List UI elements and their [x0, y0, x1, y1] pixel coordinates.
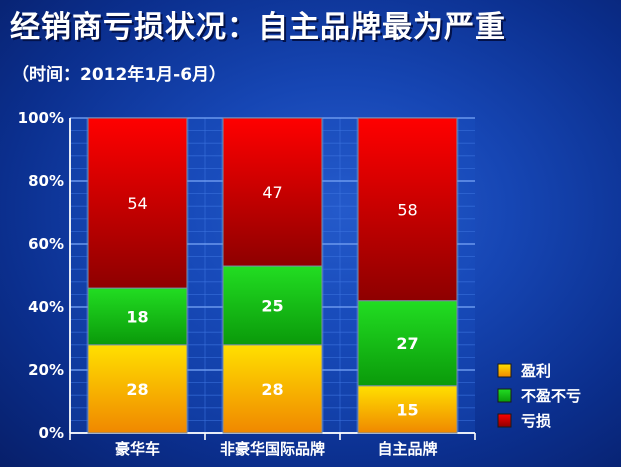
y-tick-label: 0%: [39, 424, 64, 442]
data-label: 47: [262, 183, 282, 202]
legend-label: 不盈不亏: [521, 387, 581, 405]
data-label: 28: [126, 380, 148, 399]
bar-segment: [222, 344, 323, 434]
data-label: 27: [396, 334, 418, 353]
legend-swatch: [497, 413, 512, 428]
chart-subtitle: （时间：2012年1月-6月）: [12, 65, 227, 85]
bar-segment: [357, 385, 458, 434]
legend-label: 亏损: [521, 412, 551, 430]
bar-segment: [357, 117, 458, 302]
y-tick-label: 80%: [28, 172, 64, 190]
data-label: 15: [396, 400, 418, 419]
data-label: 54: [127, 194, 147, 213]
category-label: 自主品牌: [377, 440, 437, 458]
bar-segment: [357, 300, 458, 387]
data-labels: 28 18 54 28 25 47 15 27 58: [126, 183, 418, 419]
bars: [87, 117, 458, 434]
y-tick-label: 60%: [28, 235, 64, 253]
bar-segment: [87, 344, 188, 434]
category-label: 非豪华国际品牌: [220, 440, 325, 458]
legend-label: 盈利: [520, 362, 551, 380]
bar-segment: [87, 287, 188, 346]
y-tick-label: 100%: [18, 109, 64, 127]
data-label: 18: [126, 307, 148, 326]
y-tick-label: 20%: [28, 361, 64, 379]
bar-segment: [87, 117, 188, 289]
bar-segment: [222, 265, 323, 346]
data-label: 25: [261, 296, 283, 315]
data-label: 58: [397, 200, 417, 219]
bar-segment: [222, 117, 323, 267]
legend-swatch: [497, 363, 512, 378]
y-tick-label: 40%: [28, 298, 64, 316]
data-label: 28: [261, 380, 283, 399]
category-label: 豪华车: [115, 440, 160, 458]
chart-title: 经销商亏损状况：自主品牌最为严重: [10, 10, 506, 45]
legend-swatch: [497, 388, 512, 403]
